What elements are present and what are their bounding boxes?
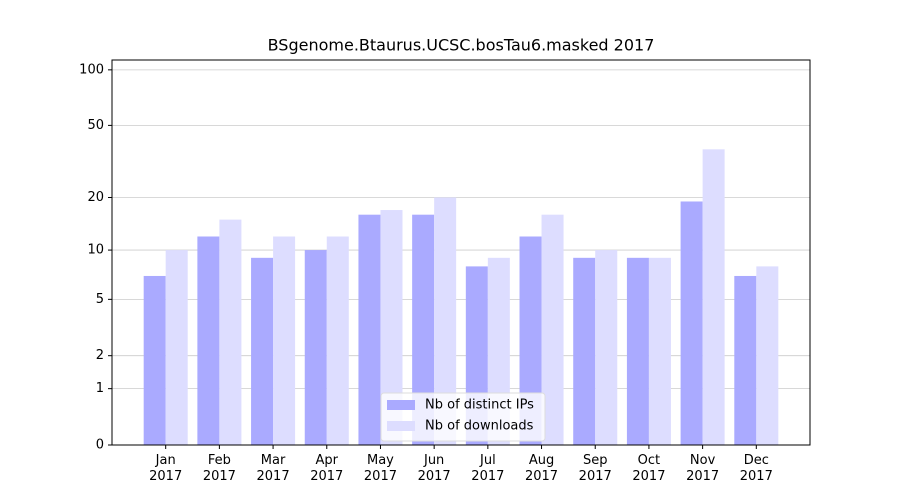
y-tick-label: 5: [96, 292, 104, 307]
legend-label: Nb of downloads: [425, 419, 534, 434]
y-tick-label: 50: [87, 118, 104, 133]
x-tick-label: Jan 2017: [149, 453, 183, 484]
x-tick-label: May 2017: [363, 453, 397, 484]
bar: [380, 210, 403, 445]
x-tick-label: Jul 2017: [471, 453, 505, 484]
bar: [734, 275, 757, 445]
bar: [648, 257, 671, 445]
legend-box: [380, 392, 546, 442]
bar: [273, 236, 296, 445]
x-tick-label: Oct 2017: [632, 453, 666, 484]
bar: [680, 201, 703, 445]
y-tick-label: 2: [96, 348, 104, 363]
bar: [702, 149, 725, 445]
x-tick-label: Apr 2017: [310, 453, 344, 484]
legend-swatch: [387, 421, 415, 431]
legend-label: Nb of distinct IPs: [425, 398, 534, 413]
y-tick-label: 0: [96, 438, 104, 453]
bar: [165, 250, 188, 445]
y-tick-label: 10: [87, 243, 104, 258]
bar: [434, 197, 457, 445]
bar: [541, 214, 564, 445]
x-tick-label: Aug 2017: [524, 453, 559, 484]
x-tick-label: Sep 2017: [578, 453, 612, 484]
bar: [626, 257, 649, 445]
bar: [573, 257, 596, 445]
bar: [219, 219, 242, 445]
bar: [756, 266, 779, 445]
bar: [197, 236, 220, 445]
x-tick-label: Dec 2017: [739, 453, 773, 484]
x-tick-label: Nov 2017: [686, 453, 720, 484]
chart-title: BSgenome.Btaurus.UCSC.bosTau6.masked 201…: [268, 36, 655, 55]
bar: [143, 275, 166, 445]
x-tick-label: Jun 2017: [417, 453, 451, 484]
bar: [412, 214, 435, 445]
bar: [326, 236, 349, 445]
bar: [251, 257, 274, 445]
y-tick-label: 1: [96, 381, 104, 396]
bar: [358, 214, 381, 445]
bar: [304, 250, 327, 445]
legend: Nb of distinct IPs Nb of downloads: [380, 392, 546, 442]
y-tick-label: 20: [87, 190, 104, 205]
legend-swatch: [387, 400, 415, 410]
axes-frame: [111, 59, 811, 446]
x-tick-label: Feb 2017: [202, 453, 236, 484]
y-tick-label: 100: [79, 62, 104, 77]
x-tick-label: Mar 2017: [256, 453, 290, 484]
bar: [595, 250, 618, 445]
